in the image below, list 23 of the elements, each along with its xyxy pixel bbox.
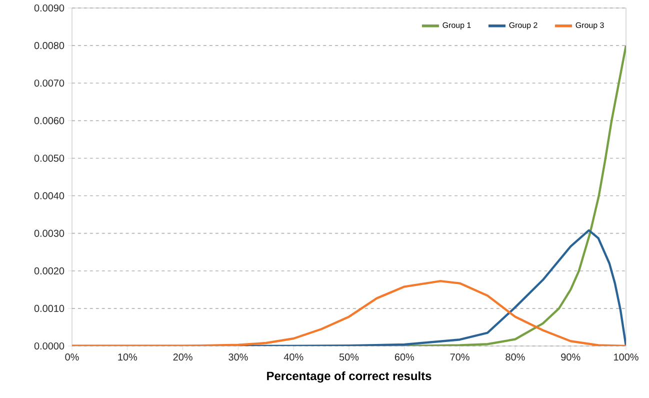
- x-tick-label: 20%: [173, 354, 192, 361]
- y-tick-label: 0.0040: [34, 192, 64, 200]
- y-tick-label: 0.0000: [34, 342, 64, 350]
- x-tick-label: 10%: [118, 354, 138, 361]
- x-tick-label: 100%: [614, 354, 638, 361]
- x-tick-label: 40%: [284, 354, 304, 361]
- y-tick-label: 0.0080: [34, 42, 64, 50]
- x-tick-label: 90%: [561, 354, 580, 361]
- y-tick-label: 0.0070: [34, 80, 64, 87]
- y-tick-label: 0.0030: [34, 230, 64, 237]
- x-tick-label: 50%: [339, 354, 359, 361]
- y-tick-label: 0.0010: [34, 304, 64, 312]
- y-tick-label: 0.0020: [34, 267, 64, 274]
- line-series: [72, 280, 626, 346]
- x-tick-label: 60%: [394, 354, 414, 361]
- y-tick-label: 0.0090: [34, 4, 64, 12]
- x-tick-label: 0%: [65, 354, 79, 361]
- x-axis-title: Percentage of correct results: [267, 371, 432, 383]
- y-tick-label: 0.0050: [34, 154, 64, 162]
- x-tick-label: 70%: [450, 354, 470, 361]
- x-tick-label: 80%: [506, 354, 525, 361]
- y-tick-label: 0.0060: [34, 117, 64, 124]
- x-tick-label: 30%: [228, 354, 248, 361]
